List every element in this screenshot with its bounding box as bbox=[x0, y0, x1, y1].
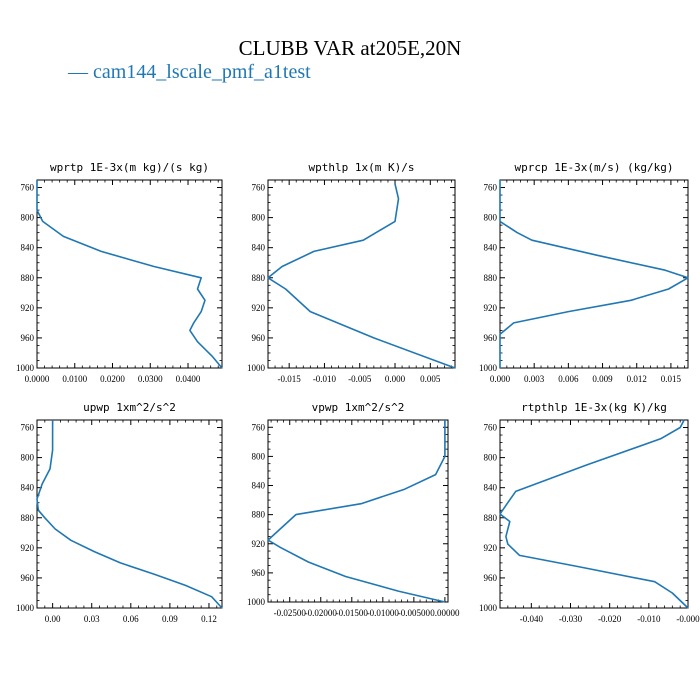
x-tick-label: -0.010 bbox=[313, 374, 337, 384]
plot-frame bbox=[36, 179, 223, 369]
x-tick-label: 0.00000 bbox=[430, 608, 460, 618]
y-tick-label: 1000 bbox=[16, 603, 35, 613]
y-tick-label: 920 bbox=[484, 303, 498, 313]
y-tick-label: 800 bbox=[252, 213, 266, 223]
x-tick-label: 0.0300 bbox=[138, 374, 163, 384]
x-tick-label: -0.01500 bbox=[336, 608, 369, 618]
y-tick-label: 920 bbox=[252, 539, 266, 549]
legend-label: cam144_lscale_pmf_a1test bbox=[93, 61, 311, 83]
x-tick-label: 0.00 bbox=[45, 614, 61, 624]
series-line bbox=[36, 180, 223, 369]
x-tick-label: 0.0100 bbox=[62, 374, 87, 384]
x-tick-label: -0.040 bbox=[520, 614, 544, 624]
plot-frame bbox=[267, 419, 449, 603]
y-tick-label: 880 bbox=[252, 510, 266, 520]
y-tick-label: 920 bbox=[21, 543, 35, 553]
x-tick-label: -0.000 bbox=[676, 614, 700, 624]
series-line bbox=[499, 180, 689, 368]
y-tick-label: 880 bbox=[484, 273, 498, 283]
x-tick-label: 0.0200 bbox=[100, 374, 125, 384]
x-tick-label: -0.030 bbox=[559, 614, 583, 624]
y-tick-label: 1000 bbox=[479, 603, 498, 613]
y-tick-label: 1000 bbox=[247, 363, 266, 373]
x-tick-label: 0.09 bbox=[162, 614, 178, 624]
y-tick-label: 880 bbox=[252, 273, 266, 283]
y-tick-label: 960 bbox=[484, 573, 498, 583]
y-tick-label: 800 bbox=[484, 453, 498, 463]
y-tick-label: 840 bbox=[21, 483, 35, 493]
y-tick-label: 760 bbox=[484, 423, 498, 433]
y-tick-label: 920 bbox=[252, 303, 266, 313]
y-tick-label: 800 bbox=[484, 213, 498, 223]
x-tick-label: -0.02500 bbox=[274, 608, 307, 618]
plot-frame bbox=[36, 419, 223, 609]
series-line bbox=[267, 420, 446, 603]
plot-frame bbox=[499, 419, 689, 609]
panel-title: wprtp 1E-3x(m kg)/(s kg) bbox=[50, 161, 209, 174]
x-tick-label: 0.006 bbox=[558, 374, 579, 384]
y-tick-label: 800 bbox=[252, 451, 266, 461]
x-tick-label: 0.0400 bbox=[176, 374, 201, 384]
y-tick-label: 760 bbox=[252, 422, 266, 432]
y-tick-label: 880 bbox=[21, 513, 35, 523]
x-tick-label: 0.012 bbox=[627, 374, 647, 384]
y-tick-label: 840 bbox=[252, 243, 266, 253]
plot-frame bbox=[267, 179, 456, 369]
x-tick-label: 0.0000 bbox=[25, 374, 50, 384]
y-tick-label: 1000 bbox=[479, 363, 498, 373]
y-tick-label: 960 bbox=[252, 333, 266, 343]
y-tick-label: 960 bbox=[21, 333, 35, 343]
y-tick-label: 840 bbox=[484, 483, 498, 493]
y-tick-label: 800 bbox=[21, 213, 35, 223]
series-line bbox=[36, 420, 223, 609]
legend-line-marker: — bbox=[68, 61, 88, 83]
y-tick-label: 760 bbox=[484, 183, 498, 193]
y-tick-label: 960 bbox=[21, 573, 35, 583]
y-tick-label: 960 bbox=[252, 568, 266, 578]
y-tick-label: 920 bbox=[484, 543, 498, 553]
legend: — cam144_lscale_pmf_a1test bbox=[68, 61, 311, 84]
panel-title: wprcp 1E-3x(m/s) (kg/kg) bbox=[515, 161, 674, 174]
x-tick-label: 0.000 bbox=[490, 374, 511, 384]
x-tick-label: 0.03 bbox=[84, 614, 100, 624]
y-tick-label: 960 bbox=[484, 333, 498, 343]
x-tick-label: 0.015 bbox=[661, 374, 682, 384]
panel-title: rtpthlp 1E-3x(kg K)/kg bbox=[521, 401, 667, 414]
x-tick-label: -0.01000 bbox=[367, 608, 400, 618]
panel-title: wpthlp 1x(m K)/s bbox=[309, 161, 415, 174]
y-tick-label: 800 bbox=[21, 453, 35, 463]
x-tick-label: 0.12 bbox=[201, 614, 217, 624]
x-tick-label: 0.009 bbox=[592, 374, 613, 384]
y-tick-label: 880 bbox=[484, 513, 498, 523]
panel-title: vpwp 1xm^2/s^2 bbox=[312, 401, 405, 414]
y-tick-label: 760 bbox=[252, 183, 266, 193]
series-line bbox=[267, 183, 456, 369]
y-tick-label: 760 bbox=[21, 423, 35, 433]
x-tick-label: 0.06 bbox=[123, 614, 139, 624]
plot-frame bbox=[499, 179, 689, 369]
y-tick-label: 1000 bbox=[16, 363, 35, 373]
y-tick-label: 840 bbox=[21, 243, 35, 253]
panel-title: upwp 1xm^2/s^2 bbox=[83, 401, 176, 414]
series-line bbox=[499, 419, 689, 609]
x-tick-label: 0.000 bbox=[385, 374, 406, 384]
y-tick-label: 840 bbox=[252, 481, 266, 491]
x-tick-label: -0.015 bbox=[278, 374, 302, 384]
x-tick-label: -0.020 bbox=[598, 614, 622, 624]
figure-title: CLUBB VAR at205E,20N bbox=[238, 36, 462, 60]
y-tick-label: 840 bbox=[484, 243, 498, 253]
x-tick-label: 0.003 bbox=[524, 374, 545, 384]
y-tick-label: 880 bbox=[21, 273, 35, 283]
x-tick-label: -0.005 bbox=[348, 374, 372, 384]
x-tick-label: -0.02000 bbox=[305, 608, 338, 618]
y-tick-label: 760 bbox=[21, 183, 35, 193]
y-tick-label: 920 bbox=[21, 303, 35, 313]
x-tick-label: 0.005 bbox=[420, 374, 441, 384]
x-tick-label: -0.010 bbox=[637, 614, 661, 624]
y-tick-label: 1000 bbox=[247, 597, 266, 607]
x-tick-label: -0.00500 bbox=[398, 608, 431, 618]
